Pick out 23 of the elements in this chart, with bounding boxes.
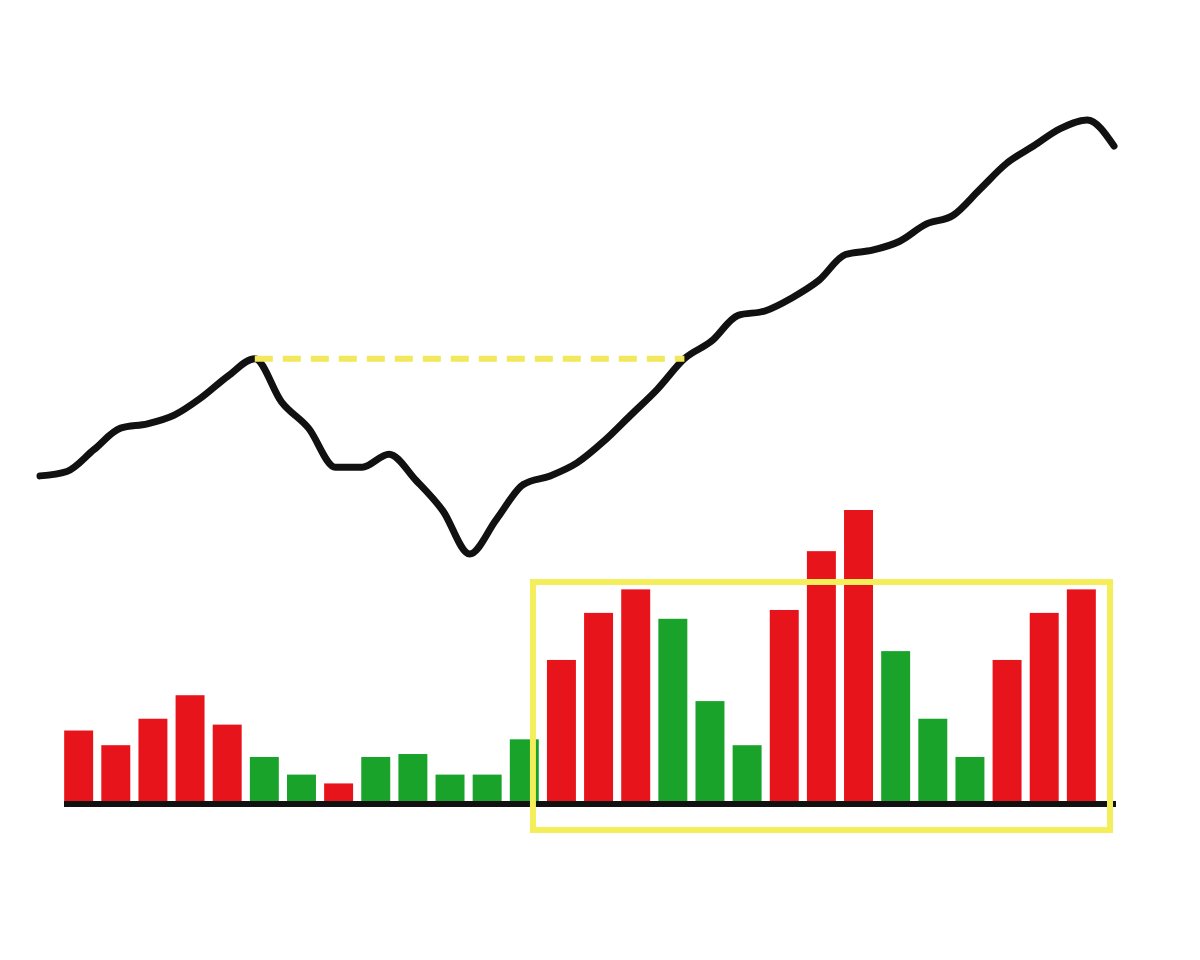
bar xyxy=(844,510,874,804)
bar xyxy=(992,659,1022,804)
bar xyxy=(175,695,205,804)
bar xyxy=(398,754,428,804)
bar xyxy=(695,701,725,804)
bar xyxy=(361,756,391,804)
bar xyxy=(1066,589,1096,804)
bar xyxy=(658,618,688,804)
bar xyxy=(101,745,131,804)
bar xyxy=(806,551,836,804)
bar xyxy=(138,718,168,804)
bar xyxy=(881,651,911,804)
bar xyxy=(918,718,948,804)
bar xyxy=(212,724,242,804)
bar xyxy=(546,659,576,804)
bar xyxy=(1029,612,1059,804)
bar xyxy=(64,730,94,804)
bar xyxy=(769,609,799,804)
bar xyxy=(584,612,614,804)
bar xyxy=(955,756,985,804)
bar xyxy=(621,589,651,804)
bar xyxy=(732,745,762,804)
bar xyxy=(249,756,279,804)
